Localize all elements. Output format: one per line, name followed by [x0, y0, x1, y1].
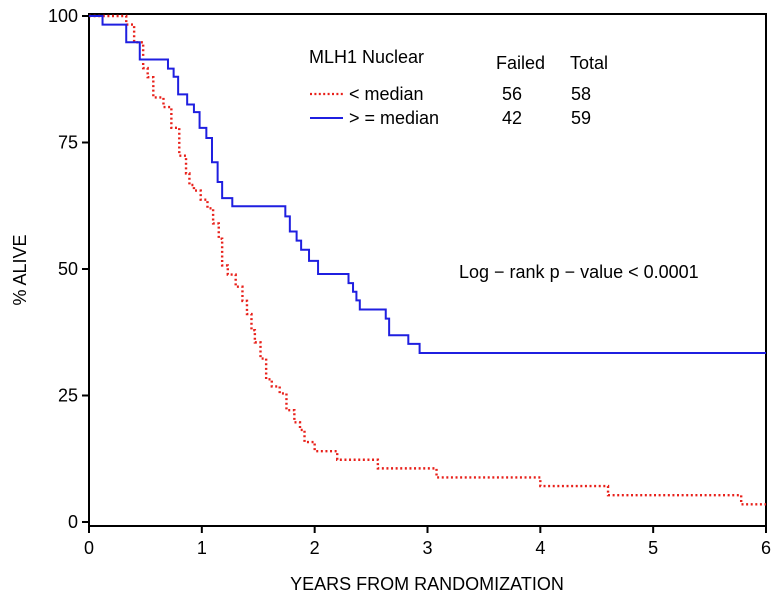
- legend-total-above-median: 59: [571, 108, 591, 128]
- y-tick-label-75: 75: [58, 133, 78, 153]
- x-tick-label-1: 1: [197, 538, 207, 558]
- x-tick-label-0: 0: [84, 538, 94, 558]
- legend-label-below-median: < median: [349, 84, 424, 104]
- x-tick-label-3: 3: [422, 538, 432, 558]
- legend: MLH1 Nuclear Failed Total < median 56 58…: [309, 47, 608, 128]
- x-tick-label-2: 2: [310, 538, 320, 558]
- x-tick-label-4: 4: [535, 538, 545, 558]
- x-axis-label: YEARS FROM RANDOMIZATION: [290, 574, 564, 594]
- x-tick-label-6: 6: [761, 538, 771, 558]
- y-axis-label: % ALIVE: [10, 234, 30, 305]
- x-axis-ticks: 0 1 2 3 4 5 6: [84, 526, 771, 558]
- legend-header-failed: Failed: [496, 53, 545, 73]
- y-tick-label-25: 25: [58, 386, 78, 406]
- legend-title: MLH1 Nuclear: [309, 47, 424, 67]
- series-layer: [89, 14, 766, 506]
- y-tick-label-50: 50: [58, 259, 78, 279]
- legend-failed-below-median: 56: [502, 84, 522, 104]
- y-axis-ticks: 0 25 50 75 100: [48, 6, 89, 532]
- legend-total-below-median: 58: [571, 84, 591, 104]
- x-tick-label-5: 5: [648, 538, 658, 558]
- legend-header-total: Total: [570, 53, 608, 73]
- legend-label-above-median: > = median: [349, 108, 439, 128]
- y-tick-label-0: 0: [68, 512, 78, 532]
- series-line-above-median: [89, 15, 766, 354]
- y-tick-label-100: 100: [48, 6, 78, 26]
- logrank-annotation: Log − rank p − value < 0.0001: [459, 262, 699, 282]
- series-line-below-median: [89, 14, 766, 506]
- legend-failed-above-median: 42: [502, 108, 522, 128]
